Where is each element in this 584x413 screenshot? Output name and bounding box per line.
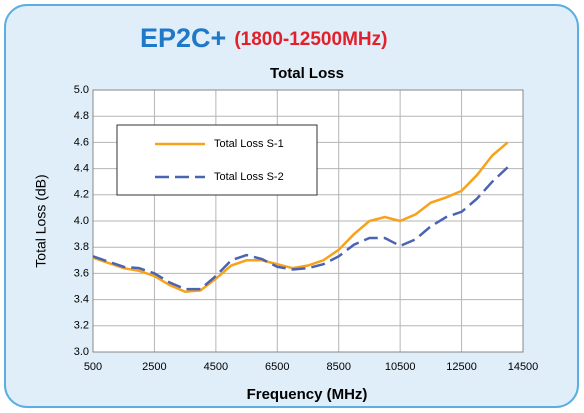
x-tick-label: 12500 [446,361,477,373]
x-tick-label: 2500 [142,361,166,373]
x-tick-label: 500 [84,361,102,373]
x-tick-label: 10500 [385,361,416,373]
y-tick-label: 4.2 [74,189,89,201]
y-tick-label: 4.0 [74,215,89,227]
x-tick-label: 4500 [204,361,228,373]
y-tick-label: 3.4 [74,294,89,306]
series-line [92,166,509,291]
y-tick-label: 3.2 [74,320,89,332]
legend-label: Total Loss S-1 [214,138,284,150]
header: EP2C+ (1800-12500MHz) [140,23,387,53]
y-tick-label: 5.0 [74,84,89,96]
model: EP2C+ [140,23,226,53]
x-tick-label: 6500 [265,361,289,373]
y-tick-label: 4.8 [74,110,89,122]
plot-border [92,89,524,353]
x-tick-label: 14500 [508,361,539,373]
legend-box [116,124,318,196]
y-tick-label: 3.6 [74,267,89,279]
y-tick-label: 4.6 [74,136,89,148]
legend-label: Total Loss S-2 [214,171,284,183]
x-axis-label: Frequency (MHz) [247,386,368,403]
chart-title: Total Loss [270,65,344,82]
y-tick-label: 3.8 [74,241,89,253]
y-tick-label: 4.4 [74,163,89,175]
y-axis-label: Total Loss (dB) [33,174,49,267]
y-tick-label: 3.0 [74,346,89,358]
x-tick-label: 8500 [326,361,350,373]
range: (1800-12500MHz) [234,29,387,50]
legend: Total Loss S-1 Total Loss S-2 [116,124,318,196]
series-line [92,141,509,294]
